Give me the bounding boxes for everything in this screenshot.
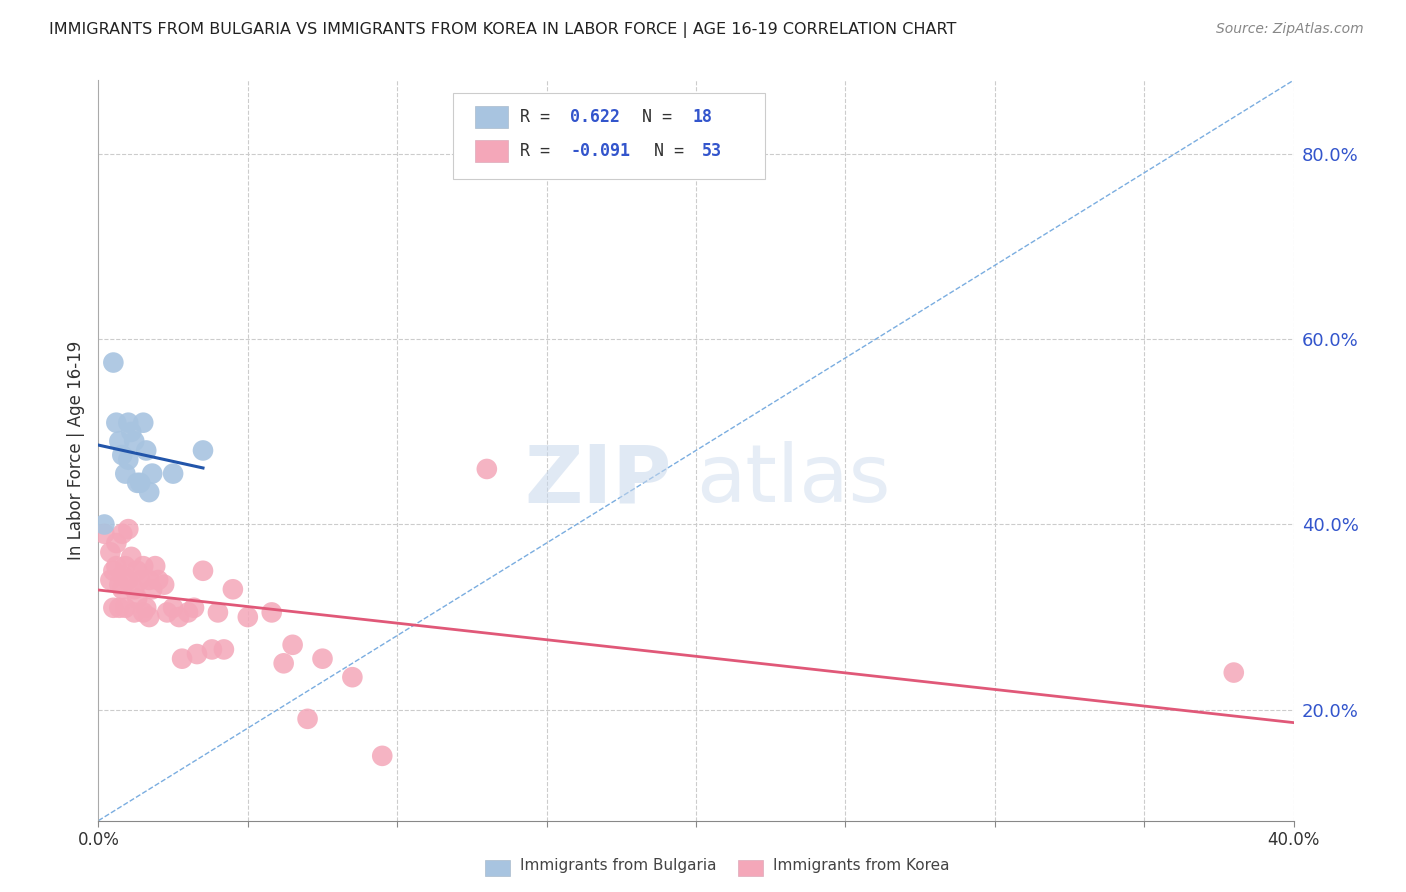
Point	[124, 434, 146, 449]
Point	[141, 467, 163, 481]
Point	[108, 577, 131, 591]
Point	[111, 448, 134, 462]
Point	[236, 610, 259, 624]
Point	[212, 642, 235, 657]
Point	[138, 610, 160, 624]
Point	[114, 467, 136, 481]
Point	[475, 462, 498, 476]
Point	[297, 712, 319, 726]
Text: ZIP: ZIP	[524, 441, 672, 519]
Point	[148, 573, 170, 587]
Point	[260, 606, 283, 620]
Text: R =: R =	[520, 108, 560, 127]
Point	[93, 526, 115, 541]
Point	[98, 545, 122, 559]
Point	[127, 564, 149, 578]
Point	[111, 568, 134, 582]
Point	[222, 582, 245, 597]
Point	[201, 642, 224, 657]
Point	[162, 467, 184, 481]
Point	[108, 600, 131, 615]
Text: N =: N =	[643, 108, 682, 127]
Point	[103, 355, 125, 369]
Point	[342, 670, 364, 684]
Point	[124, 606, 146, 620]
Point	[117, 416, 139, 430]
Point	[120, 549, 142, 564]
Point	[371, 748, 394, 763]
FancyBboxPatch shape	[453, 93, 765, 178]
Point	[117, 452, 139, 467]
Text: R =: R =	[520, 142, 560, 160]
Point	[132, 606, 155, 620]
Point	[93, 517, 115, 532]
Point	[127, 475, 149, 490]
Point	[103, 600, 125, 615]
Point	[281, 638, 304, 652]
Point	[114, 600, 136, 615]
Point	[132, 559, 155, 574]
Text: atlas: atlas	[696, 441, 890, 519]
Y-axis label: In Labor Force | Age 16-19: In Labor Force | Age 16-19	[66, 341, 84, 560]
Point	[111, 526, 134, 541]
Point	[135, 600, 157, 615]
Point	[124, 582, 146, 597]
Point	[117, 522, 139, 536]
Text: Immigrants from Bulgaria: Immigrants from Bulgaria	[520, 858, 717, 872]
Point	[207, 606, 229, 620]
Point	[108, 434, 131, 449]
Point	[129, 573, 152, 587]
Point	[167, 610, 190, 624]
Text: N =: N =	[654, 142, 695, 160]
Point	[117, 573, 139, 587]
Point	[153, 577, 176, 591]
Point	[120, 425, 142, 439]
Text: 53: 53	[702, 142, 721, 160]
Point	[132, 416, 155, 430]
Point	[141, 582, 163, 597]
Point	[1223, 665, 1246, 680]
Text: 18: 18	[692, 108, 713, 127]
Point	[172, 651, 194, 665]
Point	[138, 485, 160, 500]
Point	[114, 559, 136, 574]
Text: 0.622: 0.622	[571, 108, 620, 127]
Point	[98, 573, 122, 587]
Point	[156, 606, 179, 620]
Point	[162, 600, 184, 615]
Point	[138, 573, 160, 587]
Bar	[475, 106, 509, 128]
Text: Source: ZipAtlas.com: Source: ZipAtlas.com	[1216, 22, 1364, 37]
Point	[105, 416, 128, 430]
Point	[177, 606, 200, 620]
Point	[135, 443, 157, 458]
Point	[183, 600, 205, 615]
Point	[129, 475, 152, 490]
Point	[191, 564, 214, 578]
Point	[105, 536, 128, 550]
Point	[103, 564, 125, 578]
Text: -0.091: -0.091	[571, 142, 630, 160]
Point	[127, 591, 149, 606]
Point	[311, 651, 333, 665]
Point	[143, 559, 166, 574]
Bar	[475, 139, 509, 161]
Point	[186, 647, 208, 661]
Point	[105, 559, 128, 574]
Text: IMMIGRANTS FROM BULGARIA VS IMMIGRANTS FROM KOREA IN LABOR FORCE | AGE 16-19 COR: IMMIGRANTS FROM BULGARIA VS IMMIGRANTS F…	[49, 22, 956, 38]
Point	[191, 443, 214, 458]
Point	[111, 582, 134, 597]
Text: Immigrants from Korea: Immigrants from Korea	[773, 858, 950, 872]
Point	[273, 657, 295, 671]
